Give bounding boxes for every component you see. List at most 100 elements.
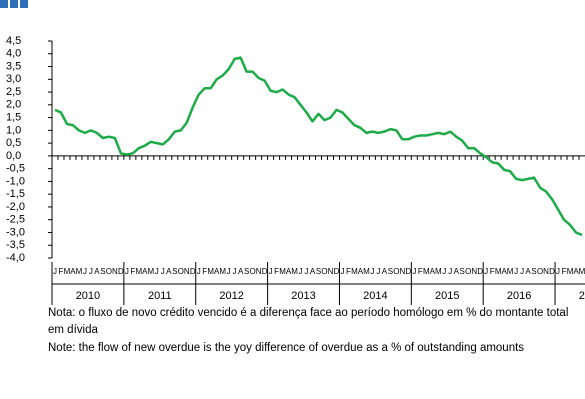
x-tick-label: A — [142, 267, 148, 276]
x-tick-label: S — [244, 267, 249, 276]
x-tick-label: M — [351, 267, 358, 276]
y-tick-label: 0,0 — [6, 150, 21, 162]
x-tick-label: J — [53, 267, 57, 276]
x-tick-label: J — [233, 267, 237, 276]
y-tick-label: -2,5 — [6, 214, 25, 226]
x-tick-label: F — [274, 267, 279, 276]
x-tick-label: A — [70, 267, 76, 276]
x-tick-label: O — [465, 267, 471, 276]
x-tick-label: F — [418, 267, 423, 276]
x-tick-label: A — [286, 267, 292, 276]
x-tick-label: M — [207, 267, 214, 276]
x-tick-label: O — [537, 267, 543, 276]
x-tick-label: M — [219, 267, 226, 276]
x-tick-label: M — [435, 267, 442, 276]
x-tick-label: A — [214, 267, 220, 276]
note: Note: the flow of new overdue is the yoy… — [48, 342, 525, 354]
x-tick-label: J — [83, 267, 87, 276]
x-tick-label: S — [531, 267, 536, 276]
x-tick-label: A — [310, 267, 316, 276]
x-tick-label: J — [448, 267, 452, 276]
x-tick-label: M — [423, 267, 430, 276]
x-tick-label: N — [543, 267, 549, 276]
x-tick-label: J — [376, 267, 380, 276]
x-tick-label: S — [172, 267, 177, 276]
x-tick-label: J — [155, 267, 159, 276]
x-tick-label: M — [64, 267, 71, 276]
y-tick-label: 1,5 — [6, 111, 21, 123]
chart: 4,54,03,53,02,52,01,51,00,50,0-0,5-1,0-1… — [0, 0, 585, 305]
x-tick-label: M — [567, 267, 574, 276]
x-tick-label: D — [118, 267, 124, 276]
year-label: 2010 — [76, 290, 100, 302]
series-line — [54, 56, 583, 237]
x-tick-label: D — [405, 267, 411, 276]
x-tick-label: J — [299, 267, 303, 276]
y-tick-label: -4,0 — [6, 252, 25, 264]
x-tick-label: M — [495, 267, 502, 276]
x-tick-label: D — [549, 267, 555, 276]
x-tick-label: D — [262, 267, 268, 276]
x-tick-label: A — [166, 267, 172, 276]
x-tick-label: S — [316, 267, 321, 276]
x-tick-label: A — [358, 267, 364, 276]
x-tick-label: O — [321, 267, 327, 276]
y-tick-label: -3,0 — [6, 226, 25, 238]
x-tick-label: N — [399, 267, 405, 276]
x-tick-label: N — [471, 267, 477, 276]
x-tick-label: O — [106, 267, 112, 276]
x-tick-label: J — [269, 267, 273, 276]
x-tick-label: A — [382, 267, 388, 276]
x-tick-label: M — [279, 267, 286, 276]
x-tick-label: J — [514, 267, 518, 276]
x-tick-label: F — [346, 267, 351, 276]
x-tick-label: J — [484, 267, 488, 276]
year-label: 2012 — [219, 290, 243, 302]
x-tick-label: A — [430, 267, 436, 276]
x-tick-label: F — [59, 267, 64, 276]
year-label: 2014 — [363, 290, 387, 302]
x-tick-label: J — [442, 267, 446, 276]
year-label: 2016 — [507, 290, 531, 302]
x-tick-label: A — [94, 267, 100, 276]
x-tick-label: A — [573, 267, 579, 276]
x-tick-label: F — [130, 267, 135, 276]
x-tick-label: D — [334, 267, 340, 276]
year-label: 2011 — [148, 290, 172, 302]
x-tick-label: D — [477, 267, 483, 276]
x-tick-label: A — [454, 267, 460, 276]
x-tick-label: N — [256, 267, 262, 276]
y-tick-label: 2,5 — [6, 86, 21, 98]
x-tick-label: M — [136, 267, 143, 276]
x-tick-label: J — [125, 267, 129, 276]
y-tick-label: -3,5 — [6, 239, 25, 251]
year-label: 2017 — [579, 290, 585, 302]
logo — [0, 0, 8, 8]
y-tick-label: 3,0 — [6, 73, 21, 85]
x-tick-label: N — [328, 267, 334, 276]
x-tick-label: F — [490, 267, 495, 276]
year-label: 2015 — [435, 290, 459, 302]
notes: Nota: o fluxo de novo crédito vencido é … — [48, 305, 578, 358]
x-tick-label: J — [412, 267, 416, 276]
x-tick-label: F — [202, 267, 207, 276]
x-tick-label: J — [89, 267, 93, 276]
y-tick-label: -1,5 — [6, 188, 25, 200]
x-tick-label: F — [562, 267, 567, 276]
y-tick-label: -1,0 — [6, 175, 25, 187]
x-tick-label: J — [370, 267, 374, 276]
x-tick-label: S — [460, 267, 465, 276]
x-tick-label: S — [100, 267, 105, 276]
x-tick-label: N — [112, 267, 118, 276]
x-tick-label: A — [238, 267, 244, 276]
x-tick-label: S — [388, 267, 393, 276]
x-tick-label: J — [556, 267, 560, 276]
y-tick-label: -2,0 — [6, 201, 25, 213]
x-tick-label: O — [393, 267, 399, 276]
x-tick-label: A — [525, 267, 531, 276]
x-tick-label: M — [76, 267, 83, 276]
y-tick-label: 3,5 — [6, 60, 21, 72]
x-tick-label: J — [227, 267, 231, 276]
x-tick-label: J — [197, 267, 201, 276]
